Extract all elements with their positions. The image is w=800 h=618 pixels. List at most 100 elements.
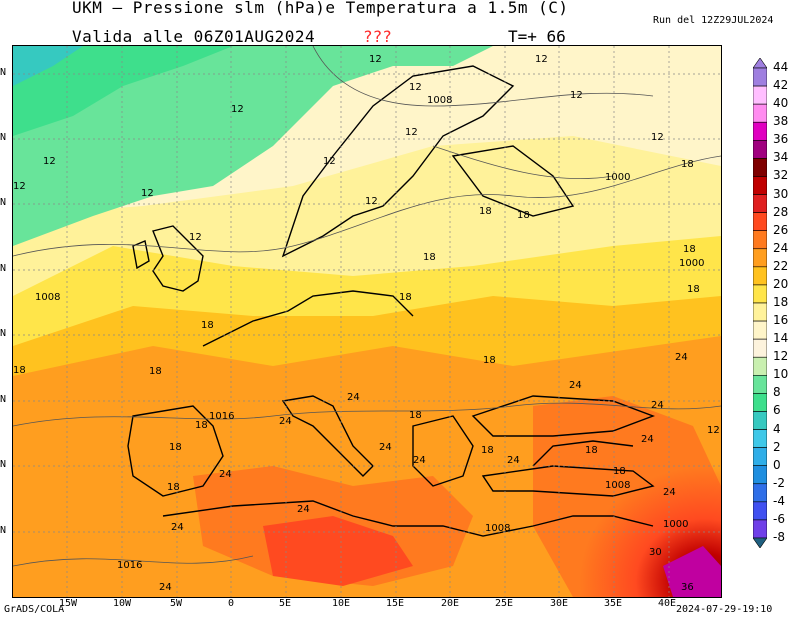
- grid-lines: [13, 46, 721, 597]
- colorbar-label: 16: [773, 313, 789, 328]
- temp-label: 18: [683, 244, 696, 255]
- colorbar-cell: [753, 411, 767, 430]
- temp-label: 36: [681, 582, 694, 593]
- isobars: [13, 46, 721, 567]
- temp-label: 18: [585, 445, 598, 456]
- y-tick: N: [0, 459, 7, 470]
- pressure-label: 1008: [427, 95, 452, 106]
- y-tick: N: [0, 328, 7, 339]
- temp-label: 24: [675, 352, 688, 363]
- flag-marker: ???: [363, 27, 392, 46]
- colorbar-cell: [753, 320, 767, 340]
- temp-label: 12: [570, 90, 583, 101]
- colorbar-label: 20: [773, 276, 789, 291]
- temp-label: 24: [171, 522, 184, 533]
- colorbar-label: 34: [773, 150, 789, 165]
- temp-label: 12: [365, 196, 378, 207]
- colorbar-cell: [753, 85, 767, 105]
- colorbar-cell: [753, 465, 767, 485]
- temp-label: 18: [481, 445, 494, 456]
- temp-label: 24: [347, 392, 360, 403]
- temp-label: 24: [651, 400, 664, 411]
- colorbar-label: 32: [773, 168, 789, 183]
- temp-label: 18: [483, 355, 496, 366]
- pressure-label: 1000: [605, 172, 630, 183]
- x-tick: 5W: [169, 598, 183, 609]
- colorbar-bottom-arrow: [753, 537, 767, 548]
- hot-africa-core: [263, 516, 413, 586]
- colorbar-cell: [753, 158, 767, 177]
- temp-label: 12: [13, 181, 26, 192]
- temp-label: 18: [195, 420, 208, 431]
- x-tick: 40E: [657, 598, 677, 609]
- x-tick: 30E: [549, 598, 569, 609]
- colorbar-top-arrow: [753, 58, 767, 69]
- x-tick: 25E: [494, 598, 514, 609]
- weather-map: 12 12 12 12 12 12 12 12 12 12 12 12 12 1…: [12, 45, 722, 598]
- very-hot-core: [663, 546, 721, 597]
- temp-label: 18: [149, 366, 162, 377]
- colorbar-label: 42: [773, 78, 789, 93]
- x-tick: 10E: [331, 598, 351, 609]
- colorbar-cell: [753, 103, 767, 123]
- colorbar-cell: [753, 375, 767, 394]
- temp-label: 24: [663, 487, 676, 498]
- colorbar-cell: [753, 176, 767, 195]
- colorbar-label: 28: [773, 204, 789, 219]
- temp-label: 18: [613, 466, 626, 477]
- x-tick: 15W: [58, 598, 78, 609]
- band-10: [13, 46, 233, 136]
- chart-title: UKM – Pressione slm (hPa)e Temperatura a…: [72, 0, 569, 17]
- y-tick: N: [0, 132, 7, 143]
- temp-label: 12: [409, 82, 422, 93]
- temp-label: 24: [279, 416, 292, 427]
- colorbar-label: 0: [773, 457, 781, 472]
- x-tick: 10W: [112, 598, 132, 609]
- colorbar-cell: [753, 519, 767, 539]
- colorbar-cell: [753, 501, 767, 521]
- valid-time: Valida alle 06Z01AUG2024: [72, 27, 316, 46]
- colorbar-cell: [753, 356, 767, 376]
- forecast-step: T=+ 66: [508, 27, 566, 46]
- colorbar-label: -2: [773, 475, 785, 490]
- temp-label: 18: [681, 159, 694, 170]
- temp-label: 24: [297, 504, 310, 515]
- colorbar-cell: [753, 483, 767, 503]
- colorbar-cell: [753, 266, 767, 286]
- colorbar-cell: [753, 338, 767, 358]
- credit-label: GrADS/COLA: [4, 604, 65, 615]
- y-tick: N: [0, 394, 7, 405]
- temp-label: 12: [231, 104, 244, 115]
- temp-label: 12: [369, 54, 382, 65]
- colorbar-label: 36: [773, 132, 789, 147]
- colorbar-label: 8: [773, 385, 781, 400]
- x-tick: 20E: [440, 598, 460, 609]
- colorbar-label: 40: [773, 96, 789, 111]
- colorbar-cell: [753, 429, 767, 448]
- colorbar: [753, 58, 767, 548]
- colorbar-label: 14: [773, 331, 789, 346]
- y-tick: N: [0, 525, 7, 536]
- pressure-label: 1008: [485, 523, 510, 534]
- band-12: [13, 46, 493, 246]
- colorbar-cell: [753, 67, 767, 87]
- temp-label: 18: [169, 442, 182, 453]
- colorbar-label: 26: [773, 222, 789, 237]
- colorbar-cell: [753, 248, 767, 268]
- temp-label: 18: [687, 284, 700, 295]
- colorbar-label: 18: [773, 295, 789, 309]
- temp-label: 24: [507, 455, 520, 466]
- pressure-label: 1008: [605, 480, 630, 491]
- temp-label: 12: [323, 156, 336, 167]
- temp-label: 18: [399, 292, 412, 303]
- colorbar-cell: [753, 230, 767, 250]
- colorbar-cell: [753, 121, 767, 141]
- temp-label: 18: [517, 210, 530, 221]
- y-tick: N: [0, 197, 7, 208]
- temp-label: 18: [409, 410, 422, 421]
- y-tick: N: [0, 263, 7, 274]
- timestamp: 2024-07-29-19:10: [676, 604, 773, 615]
- temp-label: 18: [13, 365, 26, 376]
- colorbar-label: 6: [773, 403, 781, 418]
- colorbar-label: 44: [773, 60, 789, 74]
